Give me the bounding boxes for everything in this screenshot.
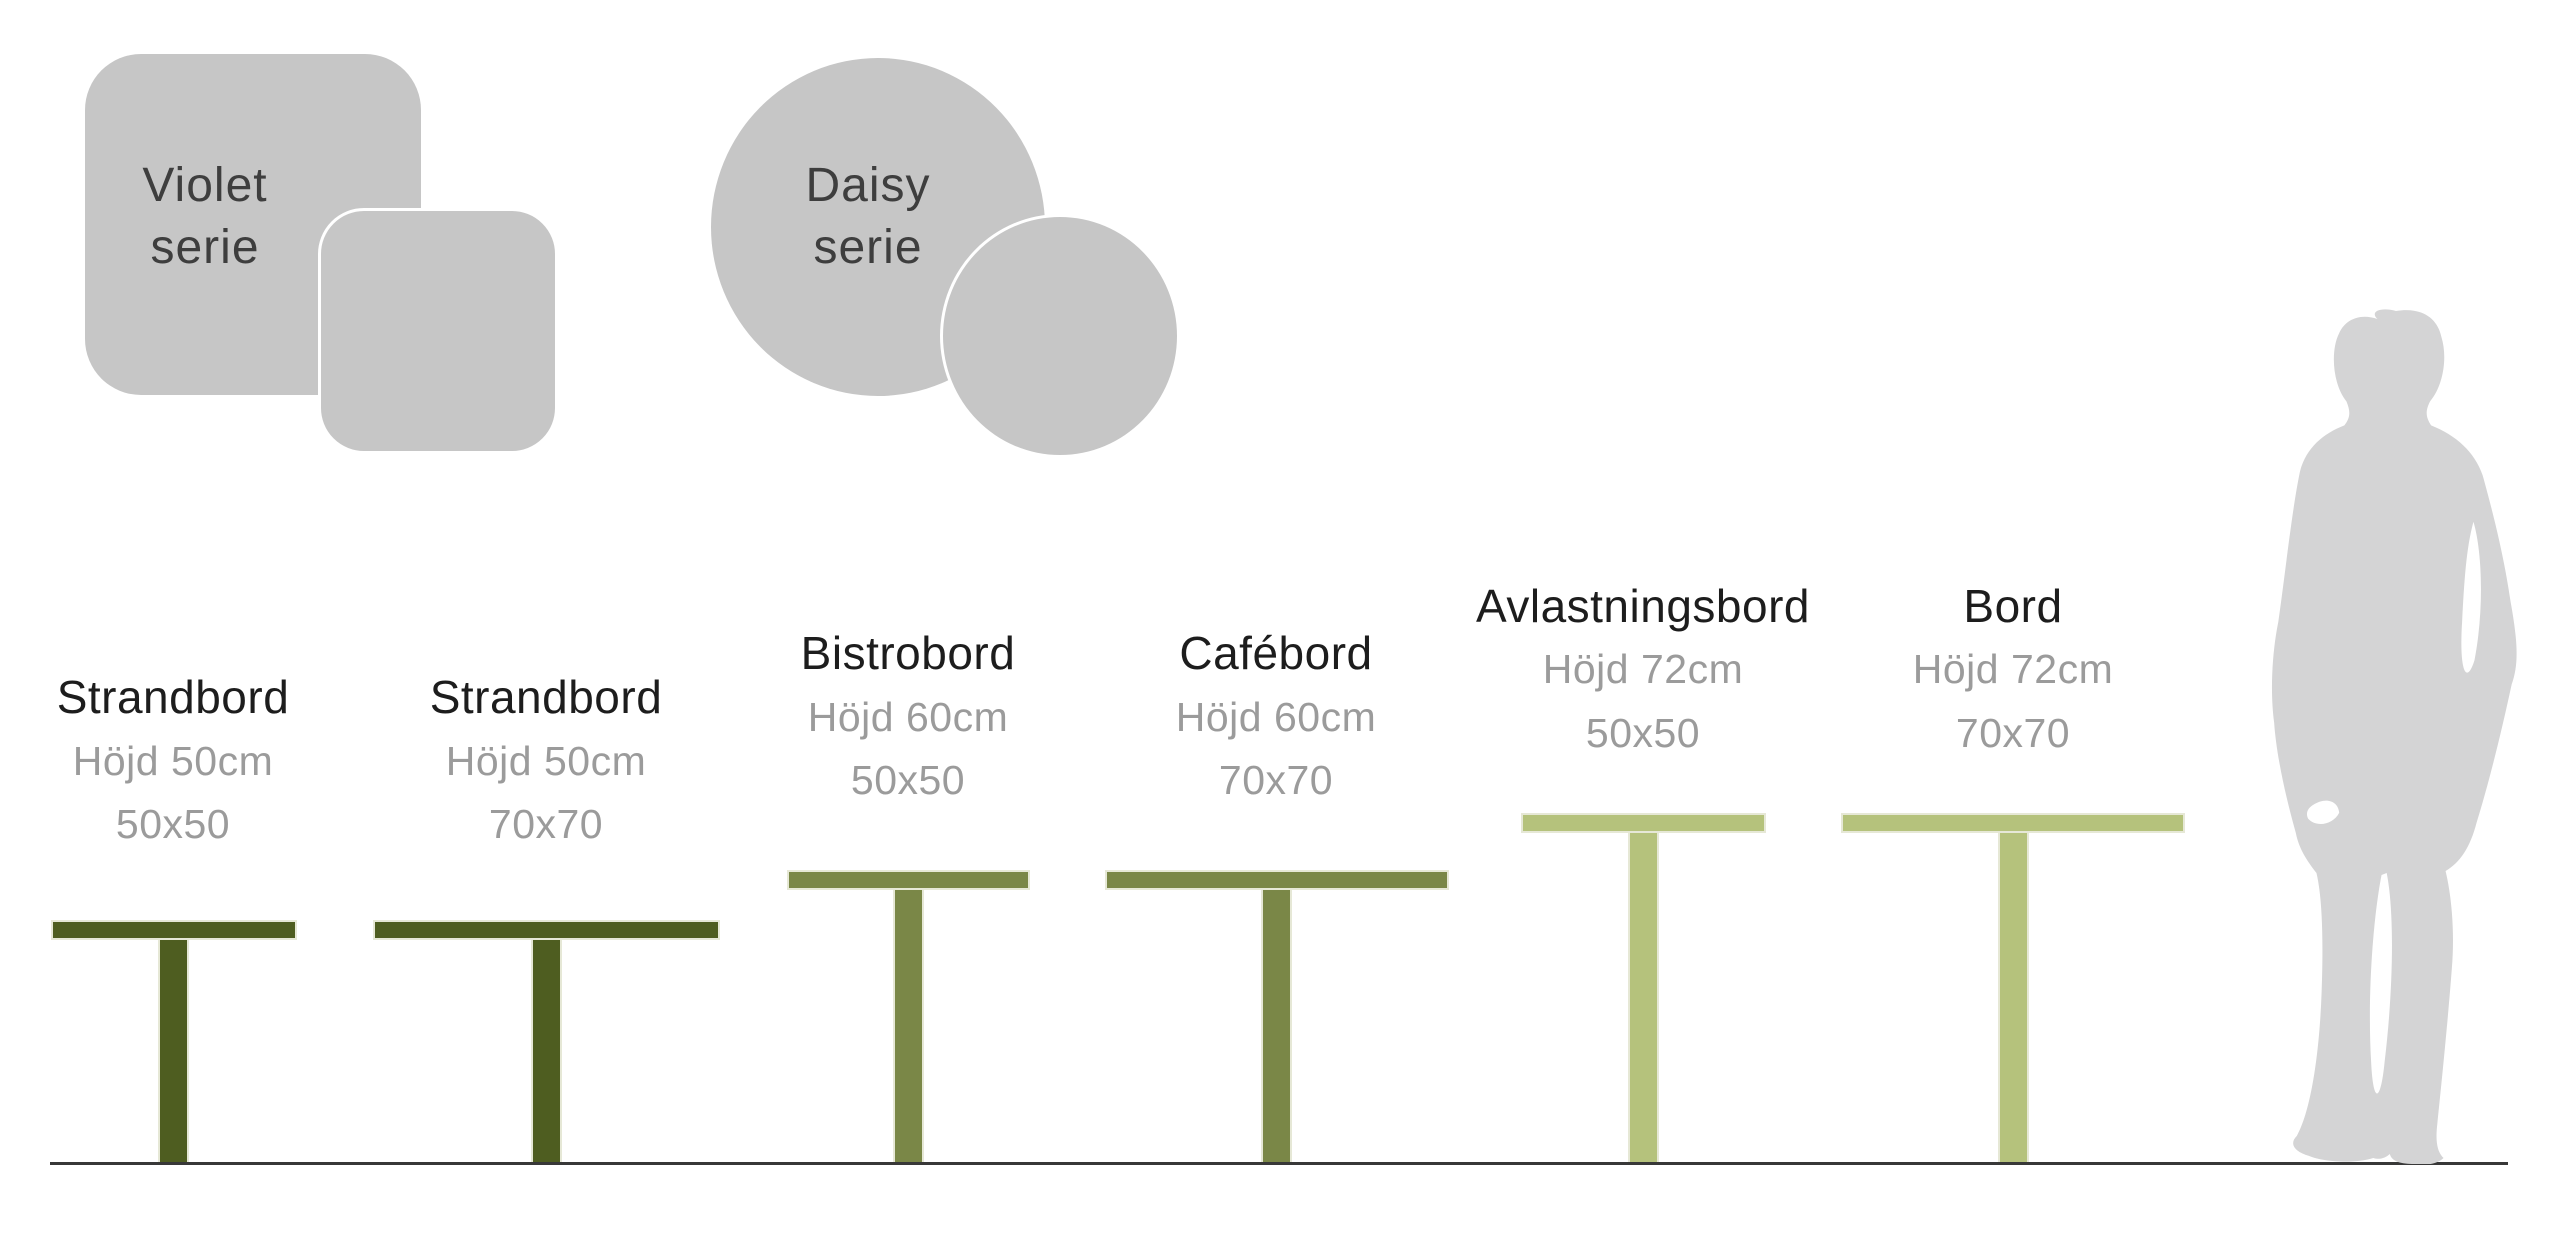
table-size: 70x70 (1955, 710, 2071, 756)
table-top (787, 870, 1030, 890)
table-name: Cafébord (1179, 627, 1373, 679)
person-silhouette (2270, 309, 2522, 1164)
table-name: Strandbord (429, 671, 663, 723)
table-name: Avlastningsbord (1476, 580, 1810, 632)
table-size: 50x50 (1585, 710, 1701, 756)
table-top (1105, 870, 1449, 890)
table-size: 50x50 (115, 801, 231, 847)
table-name: Bord (1963, 580, 2063, 632)
ground-line (50, 1162, 2508, 1165)
table-top (51, 920, 297, 940)
table-height: Höjd 60cm (807, 694, 1009, 740)
daisy-series-label-line2: serie (813, 221, 923, 274)
table-leg (1628, 833, 1659, 1164)
table-height: Höjd 72cm (1542, 646, 1744, 692)
table-leg (1998, 833, 2029, 1164)
daisy-series-small-circle (940, 214, 1180, 458)
table-size: 70x70 (488, 801, 604, 847)
table-size: 50x50 (850, 757, 966, 803)
table-height: Höjd 50cm (72, 738, 274, 784)
table-height: Höjd 72cm (1912, 646, 2114, 692)
violet-series-label: Violet serie (5, 155, 405, 279)
table-leg (531, 940, 562, 1164)
table-top (1521, 813, 1766, 833)
violet-series-small-square (318, 208, 558, 454)
table-name: Bistrobord (800, 627, 1016, 679)
daisy-series-label-line1: Daisy (805, 159, 931, 212)
table-leg (893, 890, 924, 1164)
table-height: Höjd 50cm (445, 738, 647, 784)
table-height: Höjd 60cm (1175, 694, 1377, 740)
table-top (1841, 813, 2185, 833)
violet-series-label-line1: Violet (142, 159, 268, 212)
table-name: Strandbord (56, 671, 290, 723)
table-top (373, 920, 720, 940)
table-size: 70x70 (1218, 757, 1334, 803)
table-leg (158, 940, 189, 1164)
violet-series-label-line2: serie (150, 221, 260, 274)
table-leg (1261, 890, 1292, 1164)
daisy-series-label: Daisy serie (668, 155, 1068, 279)
